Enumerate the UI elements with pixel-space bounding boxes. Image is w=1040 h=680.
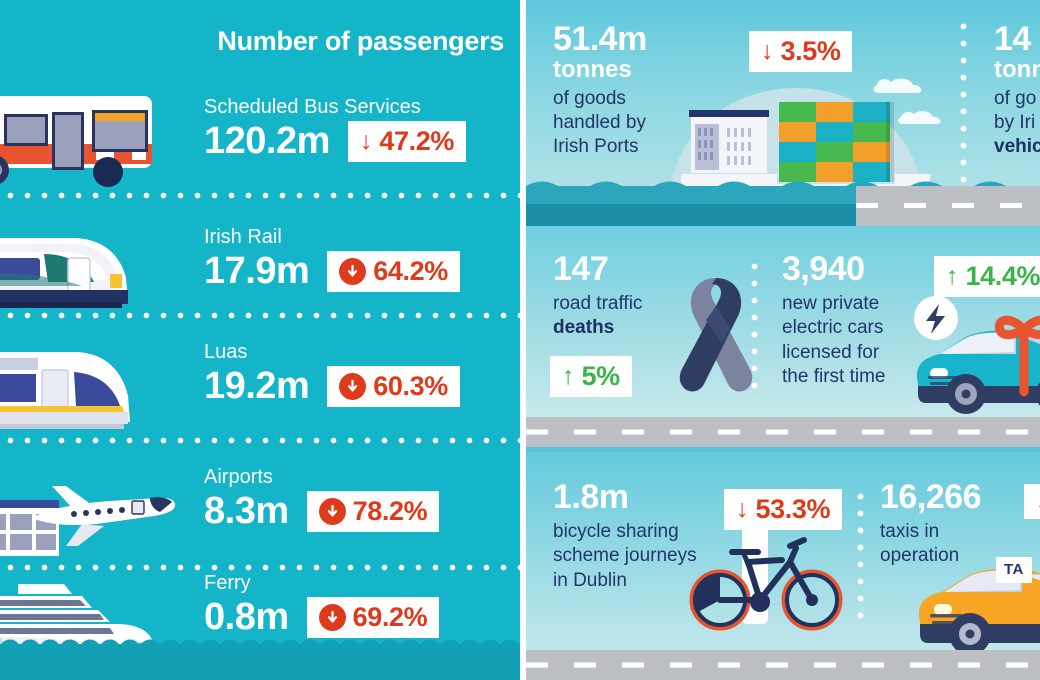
status-badge: 60.3% <box>327 366 460 407</box>
stat-block-ports: 51.4m tonnes of goods handled by Irish P… <box>553 22 703 160</box>
change-percent: 14.4% <box>965 261 1040 291</box>
road-safety-section: 147 road traffic deaths ↑ 5% 3,940 new p… <box>526 226 1040 452</box>
awareness-ribbon-icon <box>679 278 753 392</box>
row-divider <box>0 437 520 444</box>
tram-icon <box>0 352 130 429</box>
arrow-down-circle-icon <box>339 373 367 400</box>
stat-description: road traffic deaths <box>553 293 643 339</box>
row-label: Scheduled Bus Services <box>204 96 421 118</box>
status-badge: ↓ <box>1024 484 1040 519</box>
ports-section: 51.4m tonnes of goods handled by Irish P… <box>526 0 1040 226</box>
bikes-taxis-section: TA 1.8m bicycle sharing scheme journeys … <box>526 452 1040 680</box>
passenger-row: Ferry 0.8m 69.2% <box>0 572 520 680</box>
arrow-down-circle-icon <box>339 258 367 285</box>
electric-car-gift-icon <box>914 296 1040 414</box>
arrow-down-icon: ↓ <box>1036 489 1040 514</box>
column-divider <box>960 18 967 186</box>
passenger-row: Airports 8.3m 78.2% <box>0 466 520 581</box>
status-badge: ↑ 5% <box>550 356 632 397</box>
stat-number: 147 <box>553 250 609 288</box>
stat-description: new private electric cars licensed for t… <box>782 293 886 387</box>
stat-number: 1.8m <box>553 478 629 516</box>
cloud-icon <box>898 111 941 124</box>
road-divider <box>526 417 1040 447</box>
arrow-down-circle-icon <box>318 498 346 525</box>
stat-unit: tonnes <box>553 56 632 83</box>
row-value: 8.3m <box>204 489 289 532</box>
status-badge: 64.2% <box>327 251 460 292</box>
row-label: Irish Rail <box>204 226 282 248</box>
status-badge: ↓ 53.3% <box>724 489 843 530</box>
change-percent: 60.3% <box>373 371 448 401</box>
passenger-row: Irish Rail 17.9m 64.2% <box>0 226 520 341</box>
stat-number: 16,266 <box>880 478 982 516</box>
status-badge: 78.2% <box>306 491 440 532</box>
road-lane-marking <box>526 429 1040 435</box>
arrow-down-icon: ↓ <box>761 37 774 65</box>
status-badge: ↓ 47.2% <box>347 121 466 162</box>
stat-block-freight-vehicles: 14 tonn of go by Iri vehic <box>994 22 1040 160</box>
status-badge: 69.2% <box>306 597 440 638</box>
change-percent: 3.5% <box>780 36 841 66</box>
road-shadow <box>526 447 1040 452</box>
arrow-down-icon: ↓ <box>736 495 749 523</box>
stat-number: 51.4m <box>553 20 647 58</box>
row-value: 120.2m <box>204 119 330 162</box>
panel-divider <box>520 0 526 680</box>
row-divider <box>0 192 520 199</box>
stat-block-bike-share: 1.8m bicycle sharing scheme journeys in … <box>553 480 753 593</box>
bicycle-icon <box>689 524 843 631</box>
arrow-down-circle-icon <box>318 604 346 631</box>
arrow-up-icon: ↑ <box>562 362 575 390</box>
taxi-sign-label: TA <box>1004 561 1024 578</box>
page-title: Number of passengers <box>217 26 504 56</box>
change-percent: 5% <box>581 361 621 391</box>
change-percent: 47.2% <box>379 126 454 156</box>
change-percent: 69.2% <box>352 602 428 632</box>
taxi-sign: TA <box>996 557 1032 583</box>
stat-block-electric-cars: 3,940 new private electric cars licensed… <box>782 252 932 389</box>
stat-unit: tonn <box>994 56 1040 83</box>
stat-block-road-deaths: 147 road traffic deaths <box>553 252 693 341</box>
arrow-down-icon: ↓ <box>359 127 373 155</box>
stat-number: 3,940 <box>782 250 865 288</box>
arrow-up-icon: ↑ <box>946 262 959 290</box>
cloud-icon <box>873 78 922 93</box>
stat-description: bicycle sharing scheme journeys in Dubli… <box>553 521 697 591</box>
change-percent: 78.2% <box>352 496 428 526</box>
stat-block-taxis: 16,266 taxis in operation <box>880 480 1030 569</box>
water-band <box>0 638 520 680</box>
passenger-row: Scheduled Bus Services 120.2m ↓ 47.2% <box>0 96 520 211</box>
row-value: 17.9m <box>204 249 310 292</box>
column-divider <box>857 488 864 624</box>
stat-description: of goods handled by Irish Ports <box>553 87 646 158</box>
row-label: Airports <box>204 466 273 488</box>
road-lane-marking <box>526 662 1040 668</box>
bus-icon <box>0 96 152 187</box>
change-percent: 53.3% <box>755 494 831 524</box>
stat-description: of go by Iri vehic <box>994 87 1040 158</box>
passengers-panel: Number of passengers Scheduled Bus Servi… <box>0 0 520 680</box>
freight-and-road-panel: 51.4m tonnes of goods handled by Irish P… <box>526 0 1040 680</box>
airplane-icon <box>0 486 176 556</box>
row-divider <box>0 564 520 571</box>
row-label: Luas <box>204 341 248 363</box>
passenger-row: Luas 19.2m 60.3% <box>0 341 520 456</box>
row-divider <box>0 312 520 319</box>
train-icon <box>0 238 128 308</box>
column-divider <box>751 258 758 400</box>
row-value: 19.2m <box>204 364 310 407</box>
status-badge: ↑ 14.4% <box>934 256 1040 297</box>
water-band <box>526 181 1040 226</box>
road-divider <box>526 650 1040 680</box>
stat-description: taxis in operation <box>880 521 960 567</box>
row-value: 0.8m <box>204 595 289 638</box>
row-label: Ferry <box>204 572 251 594</box>
status-badge: ↓ 3.5% <box>749 31 853 72</box>
stat-number: 14 <box>994 20 1031 58</box>
change-percent: 64.2% <box>373 256 448 286</box>
